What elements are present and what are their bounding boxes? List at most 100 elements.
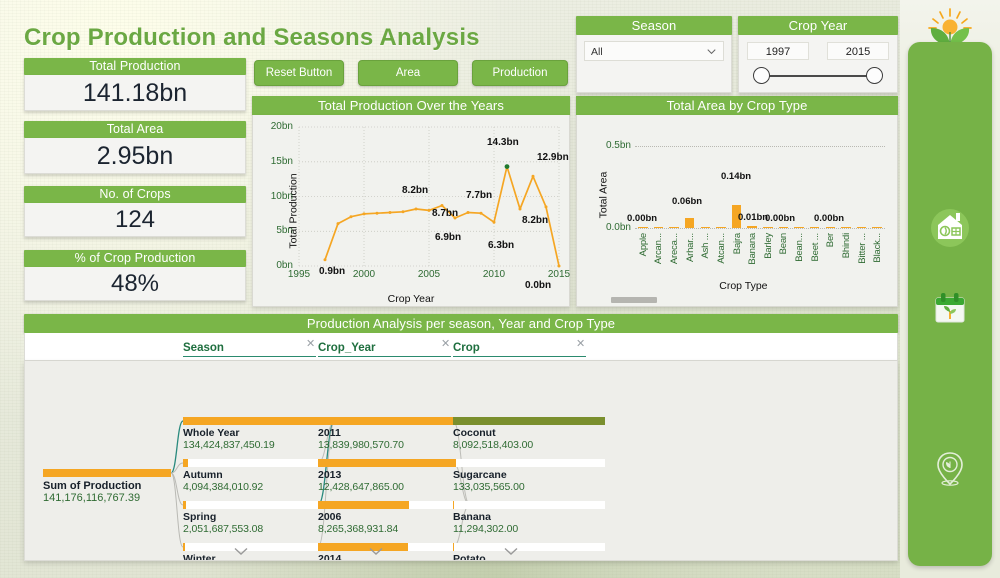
sidebar-nav-card (908, 42, 992, 566)
bar-chart-bar[interactable] (778, 226, 789, 228)
bar-chart-bar[interactable] (856, 226, 867, 228)
bar-chart-bar[interactable] (700, 226, 711, 228)
production-button[interactable]: Production (472, 60, 568, 86)
chevron-down-icon[interactable] (503, 546, 519, 556)
sidebar-item-location[interactable] (928, 446, 972, 490)
bar-chart-bar[interactable] (669, 226, 679, 228)
bar-chart-bar[interactable] (684, 218, 695, 228)
tree-node-value: 2,051,687,553.08 (183, 523, 264, 535)
crop-year-slider-min-handle[interactable] (753, 67, 770, 84)
tree-node-sugarcane[interactable]: Sugarcane 133,035,565.00 (453, 459, 605, 493)
tree-node-value: 133,035,565.00 (453, 481, 525, 493)
line-chart-point-label: 6.3bn (488, 240, 515, 251)
tree-node-spring[interactable]: Spring 2,051,687,553.08 (183, 501, 335, 535)
tree-node-bar-track (183, 501, 335, 509)
tree-node-potato[interactable]: Potato 8,539,796.00 (453, 543, 605, 561)
tree-node-value: 12,428,647,865.00 (318, 481, 404, 493)
line-chart-plot-area[interactable]: 0bn 5bn 10bn 15bn 20bn 1995 2000 2005 2010 2015 0.… (252, 115, 570, 307)
line-chart-ytick: 10bn (270, 191, 293, 202)
close-icon[interactable]: ✕ (306, 338, 316, 350)
line-chart-xtick: 2000 (352, 269, 376, 280)
crop-year-max-value[interactable]: 2015 (827, 42, 889, 60)
bar-chart-panel: Total Area by Crop Type 0.0bn 0.5bn Apple A… (576, 96, 898, 307)
bar-chart-bar[interactable] (809, 226, 820, 228)
tree-node-winter[interactable]: Winter 434,549,828.17 (183, 543, 335, 561)
tree-node-bar-track (318, 417, 470, 425)
crop-year-filter-title: Crop Year (738, 16, 898, 35)
tree-node-name: Sugarcane (453, 469, 507, 481)
tree-node-2013[interactable]: 2013 12,428,647,865.00 (318, 459, 470, 493)
tree-node-2006[interactable]: 2006 8,265,368,931.84 (318, 501, 470, 535)
bar-chart-gridline (635, 228, 885, 229)
tree-node-bar-track (183, 417, 335, 425)
close-icon[interactable]: ✕ (441, 338, 451, 350)
line-chart-svg (298, 126, 561, 268)
line-chart-panel: Total Production Over the Years 0bn 5bn 10… (252, 96, 570, 307)
line-chart-point-label: 8.7bn (432, 208, 459, 219)
season-select[interactable]: All (584, 41, 724, 61)
tree-node-bar-track (183, 459, 335, 467)
tree-node-coconut[interactable]: Coconut 8,092,518,403.00 (453, 417, 605, 451)
tree-node-2014[interactable]: 2014 8,249,519,965.81 (318, 543, 470, 560)
tree-root-node[interactable]: Sum of Production 141,176,116,767.39 (43, 469, 171, 504)
bar-chart-bar[interactable] (763, 226, 773, 228)
tree-node-bar (453, 543, 454, 551)
line-chart-point-label: 12.9bn (537, 152, 569, 163)
tree-node-whole-year[interactable]: Whole Year 134,424,837,450.19 (183, 417, 335, 451)
tree-node-banana[interactable]: Banana 11,294,302.00 (453, 501, 605, 535)
bar-chart-bar[interactable] (841, 226, 851, 228)
bar-chart-category-label: Apple (637, 233, 649, 257)
bar-chart-bar[interactable] (716, 226, 726, 228)
chevron-down-icon[interactable] (368, 546, 384, 556)
reset-button[interactable]: Reset Button (254, 60, 344, 86)
sidebar-item-calendar-plant[interactable] (928, 288, 972, 332)
tree-column-crop-year[interactable]: Crop_Year ✕ (318, 338, 451, 357)
bar-chart-xaxis-label: Crop Type (719, 280, 768, 292)
crop-year-slider-max-handle[interactable] (866, 67, 883, 84)
line-chart-ytick: 15bn (270, 156, 293, 167)
line-chart-point-label: 0.0bn (525, 280, 552, 291)
tree-node-name: Potato (453, 553, 486, 561)
bar-chart-bar[interactable] (794, 226, 804, 228)
bar-chart-category-label: Atcan... (715, 233, 727, 264)
tree-node-autumn[interactable]: Autumn 4,094,384,010.92 (183, 459, 335, 493)
bar-chart-bar[interactable] (653, 226, 664, 228)
tree-node-name: Winter (183, 553, 216, 561)
line-chart-point-label: 6.9bn (435, 232, 462, 243)
bar-chart-category-label: Banana (747, 233, 759, 265)
bar-chart-bar[interactable] (731, 204, 742, 228)
tree-node-2011[interactable]: 2011 13,839,980,570.70 (318, 417, 470, 451)
bar-chart-category-label: Ash ... (700, 233, 712, 259)
kpi-value: 48% (24, 267, 246, 301)
line-chart-point-label: 14.3bn (487, 137, 519, 148)
bar-chart-bar[interactable] (747, 226, 757, 228)
sidebar-item-home[interactable] (928, 206, 972, 250)
tree-node-value: 13,839,980,570.70 (318, 439, 404, 451)
tree-node-bar (183, 417, 335, 425)
crop-year-min-value[interactable]: 1997 (747, 42, 809, 60)
chevron-down-icon[interactable] (233, 546, 249, 556)
bar-chart-ytick: 0.5bn (605, 140, 631, 151)
tree-column-crop[interactable]: Crop ✕ (453, 338, 586, 357)
bar-chart-plot-area[interactable]: 0.0bn 0.5bn Apple Arcan... Areca... Arhar... A… (576, 115, 898, 307)
bar-chart-hscrollbar[interactable] (611, 297, 657, 303)
crop-year-slider-track[interactable] (757, 75, 879, 77)
tree-node-name: Coconut (453, 427, 496, 439)
tree-node-value: 8,265,368,931.84 (318, 523, 399, 535)
kpi-value: 2.95bn (24, 138, 246, 174)
tree-node-bar (183, 459, 188, 467)
bar-chart-bar[interactable] (872, 226, 882, 228)
close-icon[interactable]: ✕ (576, 338, 586, 350)
area-button[interactable]: Area (358, 60, 458, 86)
chevron-down-icon (707, 49, 716, 55)
tree-body[interactable]: Sum of Production 141,176,116,767.39 Who… (24, 361, 898, 561)
tree-column-season[interactable]: Season ✕ (183, 338, 316, 357)
bar-chart-bar[interactable] (825, 226, 836, 228)
line-chart-xtick: 2015 (547, 269, 571, 280)
bar-chart-bar[interactable] (638, 226, 648, 228)
tree-node-value: 4,094,384,010.92 (183, 481, 264, 493)
tree-node-bar-track (183, 543, 335, 551)
kpi-label: No. of Crops (24, 186, 246, 203)
tree-title: Production Analysis per season, Year and… (24, 314, 898, 333)
tree-node-name: Autumn (183, 469, 223, 481)
